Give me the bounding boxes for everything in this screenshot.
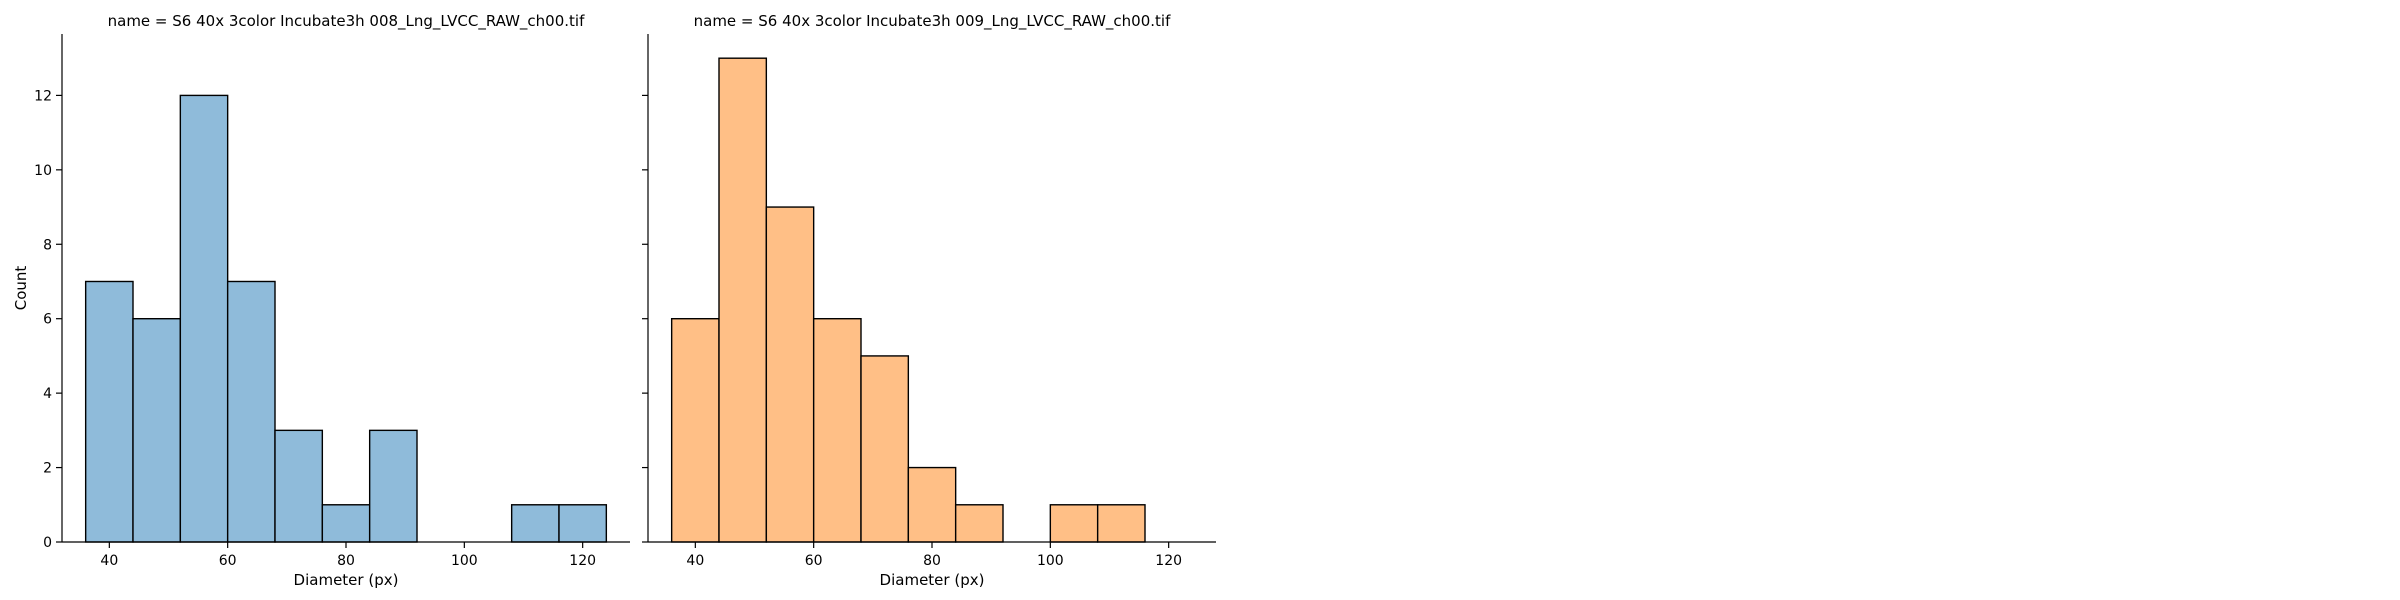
histogram-bar (179, 94, 229, 543)
histogram-bar (907, 466, 957, 543)
x-tick-label: 40 (686, 553, 704, 569)
y-axis-label: Count (12, 266, 30, 311)
x-tick-label: 100 (1037, 553, 1064, 569)
histogram-bar (558, 504, 608, 543)
histogram-bar (510, 504, 560, 543)
y-tick-label: 2 (43, 461, 52, 477)
y-tick-label: 4 (43, 386, 52, 402)
x-tick-label: 80 (923, 553, 941, 569)
histogram-bar (670, 318, 720, 543)
x-tick-label: 60 (219, 553, 237, 569)
x-tick-label: 80 (337, 553, 355, 569)
histogram-bar (954, 504, 1004, 543)
histogram-bar (718, 57, 768, 543)
histogram-bar (812, 318, 862, 543)
histogram-bar (321, 504, 371, 543)
histogram-bar (226, 280, 276, 543)
panel-title: name = S6 40x 3color Incubate3h 009_Lng_… (694, 12, 1171, 31)
panel-title: name = S6 40x 3color Incubate3h 008_Lng_… (108, 12, 585, 31)
x-axis-label: Diameter (px) (294, 571, 399, 589)
x-axis-label: Diameter (px) (880, 571, 985, 589)
x-tick-label: 100 (451, 553, 478, 569)
y-tick-label: 6 (43, 312, 52, 328)
histogram-bar (368, 429, 418, 543)
y-tick-label: 12 (34, 88, 52, 104)
x-tick-label: 120 (569, 553, 596, 569)
histogram-bar (1096, 504, 1146, 543)
y-tick-label: 0 (43, 535, 52, 551)
histogram-bar (132, 318, 182, 543)
histogram-bar (274, 429, 324, 543)
x-tick-label: 60 (805, 553, 823, 569)
histogram-bar (860, 355, 910, 543)
histogram-bar (84, 280, 134, 543)
y-tick-label: 8 (43, 237, 52, 253)
histogram-bar (1049, 504, 1099, 543)
x-tick-label: 120 (1155, 553, 1182, 569)
x-tick-label: 40 (100, 553, 118, 569)
histogram-bar (765, 206, 815, 543)
y-tick-label: 10 (34, 163, 52, 179)
